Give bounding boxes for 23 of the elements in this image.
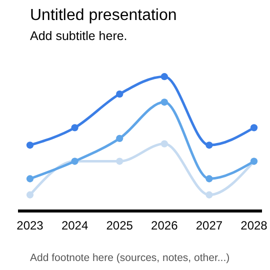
x-tick-label: 2028 (240, 218, 268, 233)
x-tick-label: 2025 (106, 218, 134, 233)
point (116, 134, 124, 142)
point (26, 191, 34, 198)
point (26, 175, 34, 182)
point (206, 191, 213, 198)
chart-title: Untitled presentation (30, 7, 177, 24)
x-tick-label: 2026 (151, 218, 178, 233)
point (250, 124, 258, 132)
point (206, 142, 213, 149)
chart-subtitle: Add subtitle here. (30, 29, 128, 43)
x-tick-label: 2027 (196, 218, 223, 233)
point (160, 98, 168, 106)
text: Add footnote here (sources, notes, other...) (30, 252, 230, 264)
point (116, 158, 124, 165)
point (116, 90, 124, 98)
point (71, 124, 78, 132)
x-tick-label: 2023 (16, 218, 44, 233)
point (160, 140, 168, 148)
point (160, 73, 168, 80)
point (206, 175, 213, 182)
point (26, 142, 34, 149)
x-tick-label: 2024 (61, 218, 88, 233)
